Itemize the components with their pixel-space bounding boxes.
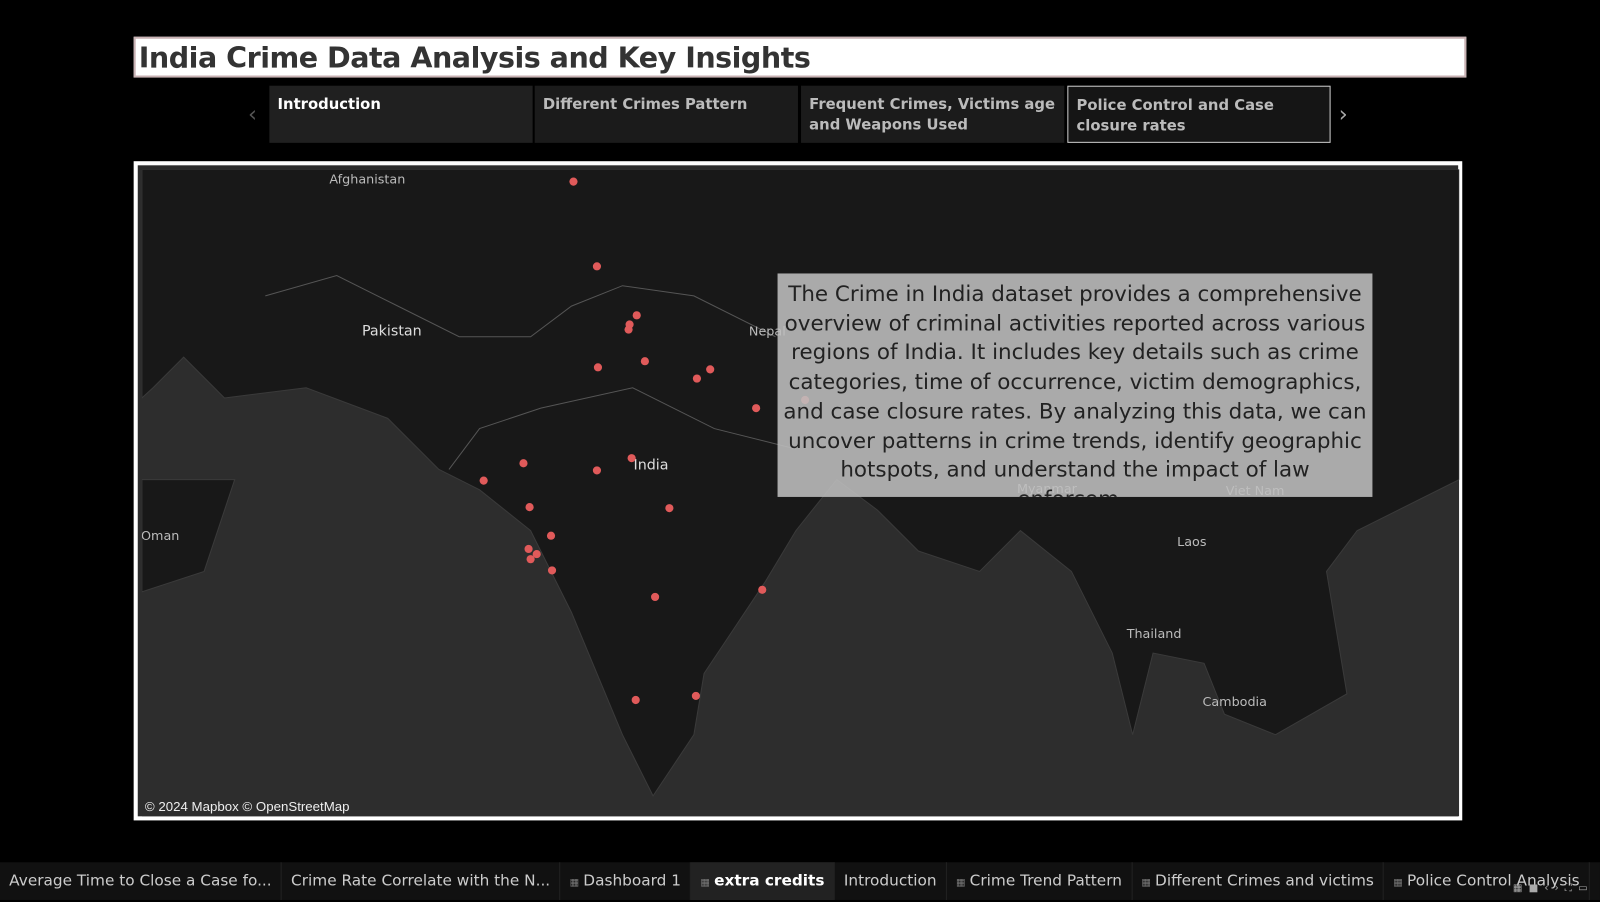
sheet-tab[interactable]: ▦ extra credits [691, 862, 835, 900]
crime-point[interactable] [624, 325, 633, 334]
crime-point[interactable] [525, 503, 534, 512]
icon: ▦ [700, 877, 710, 889]
sheet-tab[interactable]: ▦ Crime Trend Pattern [947, 862, 1133, 900]
label: Dashboard 1 [583, 871, 681, 890]
view-controls[interactable]: ▦■‹›⛶▭ [1512, 882, 1594, 894]
icon: ▦ [1393, 877, 1403, 889]
crime-point[interactable] [640, 357, 649, 366]
sheet-tab[interactable]: ▦ Police Control Analysis [1384, 862, 1590, 900]
sheet-tabs: Average Time to Close a Case fo... Crime… [0, 862, 1600, 900]
map-label: Laos [1177, 535, 1207, 550]
sheet-tab[interactable]: Introduction [835, 862, 947, 900]
crime-point[interactable] [519, 459, 528, 468]
crime-points [479, 177, 810, 705]
crime-point[interactable] [524, 544, 533, 554]
crime-point[interactable] [665, 504, 674, 513]
land [141, 479, 236, 593]
crime-point[interactable] [546, 531, 556, 540]
crime-point[interactable] [593, 363, 603, 372]
crime-point[interactable] [692, 374, 702, 383]
sheet-tab[interactable]: ▦ Dashboard 1 [560, 862, 692, 900]
icon: ▦ [955, 877, 966, 889]
map-label: India [634, 457, 669, 473]
map-label: Afghanistan [329, 173, 405, 188]
map-label: Thailand [1126, 627, 1182, 642]
crime-point[interactable] [632, 311, 641, 320]
title-box: India Crime Data Analysis and Key Insigh… [133, 36, 1467, 78]
crime-point[interactable] [651, 592, 660, 602]
sheet-tab[interactable]: Crime Rate Correlate with the N... [282, 862, 561, 900]
label: Different Crimes and victims [1155, 871, 1374, 890]
title: India Crime Data Analysis and Key Insigh… [138, 40, 811, 75]
crime-point[interactable] [526, 555, 535, 564]
next-arrow[interactable]: › [1338, 102, 1348, 128]
crime-point[interactable] [547, 566, 557, 575]
label: Police Control Analysis [1407, 871, 1580, 890]
crime-point[interactable] [758, 585, 767, 594]
icon: ▦ [1141, 877, 1151, 889]
map-label: Pakistan [362, 324, 422, 340]
crime-point[interactable] [706, 365, 715, 374]
story-point[interactable]: Frequent Crimes, Victims age and Weapons… [801, 85, 1065, 143]
crime-point[interactable] [592, 262, 602, 271]
crime-point[interactable] [569, 177, 578, 186]
label: extra credits [714, 871, 825, 890]
story-point[interactable]: Introduction [269, 85, 533, 143]
crime-point[interactable] [592, 466, 602, 475]
map-attribution: © 2024 Mapbox © OpenStreetMap [144, 798, 350, 815]
story-point[interactable]: Police Control and Case closure rates [1067, 85, 1331, 143]
icon: ▦ [569, 877, 580, 889]
sheet-tab[interactable]: Average Time to Close a Case fo... [0, 862, 282, 900]
crime-point[interactable] [631, 695, 640, 705]
sheet-tab[interactable]: ▦ Different Crimes and victims [1132, 862, 1385, 900]
crime-point[interactable] [752, 404, 761, 413]
crime-point[interactable] [479, 476, 488, 485]
border [448, 387, 797, 470]
prev-arrow[interactable]: ‹ [247, 102, 257, 128]
crime-point[interactable] [532, 549, 541, 559]
crime-point[interactable] [691, 691, 700, 700]
map-label: Cambodia [1202, 695, 1266, 710]
label: Crime Trend Pattern [969, 871, 1122, 890]
story-point[interactable]: Different Crimes Pattern [534, 85, 798, 143]
crime-point[interactable] [627, 454, 636, 463]
map-label: Oman [142, 529, 180, 544]
map-label: Nepal [749, 325, 786, 340]
description: The Crime in India dataset provides a co… [777, 273, 1373, 497]
border [265, 274, 776, 338]
